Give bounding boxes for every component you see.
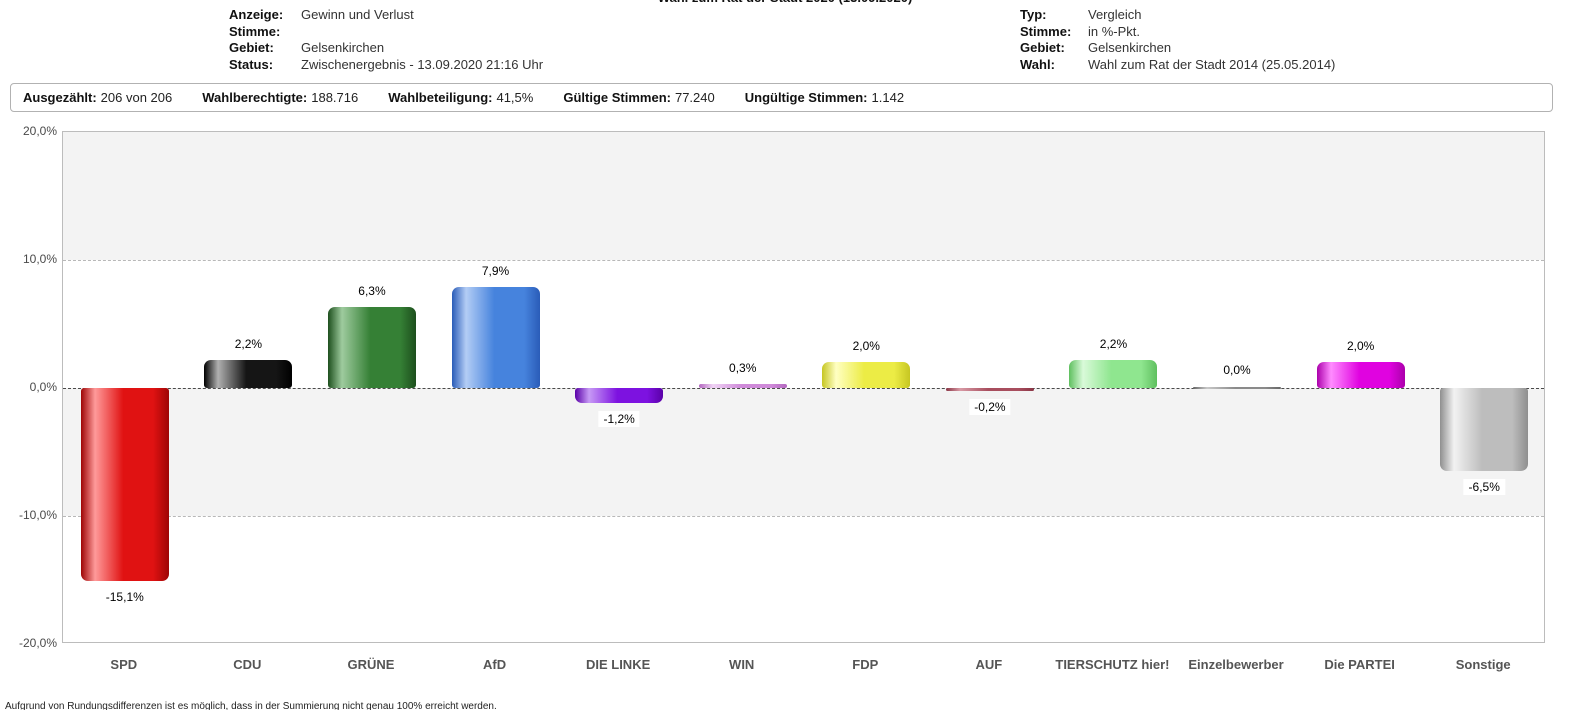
header-value: Gewinn und Verlust [301, 7, 414, 22]
x-axis-label-spd: SPD [110, 657, 138, 672]
plot-band [63, 388, 1544, 516]
bar-value-auf: -0,2% [969, 399, 1011, 415]
x-axis-label-tierschutz-hier: TIERSCHUTZ hier! [1055, 657, 1170, 672]
header-value: in %-Pkt. [1088, 23, 1141, 39]
bar-auf [946, 388, 1034, 391]
header-row-typ: Typ: Vergleich [1020, 7, 1335, 24]
stat-label: Wahlbeteiligung: [388, 90, 493, 105]
bar-win [699, 384, 787, 388]
bar-tierschutz-hier [1069, 360, 1157, 388]
gridline-10 [63, 260, 1544, 261]
bar-value-fdp: 2,0% [847, 338, 885, 354]
gridline--10 [63, 516, 1544, 517]
x-axis-label-sonstige: Sonstige [1455, 657, 1511, 672]
x-axis-label-gruene: GRÜNE [347, 657, 395, 672]
header-label: Status: [229, 56, 274, 72]
header-info-left: Anzeige: Gewinn und Verlust Stimme: Gebi… [229, 7, 543, 73]
stat-wahlbeteiligung: Wahlbeteiligung: 41,5% [388, 90, 533, 105]
bar-value-sonstige: -6,5% [1463, 479, 1505, 495]
bar-einzelbewerber [1193, 387, 1281, 389]
rounding-footnote: Aufgrund von Rundungsdifferenzen ist es … [5, 701, 497, 710]
x-axis-label-fdp: FDP [852, 657, 879, 672]
bar-value-die-partei: 2,0% [1341, 338, 1380, 354]
header-label: Gebiet: [1020, 40, 1065, 55]
stat-value: 1.142 [871, 90, 905, 105]
header-value: Zwischenergebnis - 13.09.2020 21:16 Uhr [301, 56, 544, 72]
bar-die-linke [575, 388, 663, 403]
header-label: Stimme: [229, 23, 281, 39]
bar-value-win: 0,3% [724, 360, 762, 376]
header-value: Wahl zum Rat der Stadt 2014 (25.05.2014) [1088, 56, 1336, 72]
header-row-anzeige: Anzeige: Gewinn und Verlust [229, 7, 543, 24]
stat-gueltige-stimmen: Gültige Stimmen: 77.240 [563, 90, 714, 105]
header-row-stimme: Stimme: in %-Pkt. [1020, 24, 1335, 41]
stat-label: Wahlberechtigte: [202, 90, 308, 105]
x-axis-label-die-linke: DIE LINKE [585, 657, 651, 672]
bar-spd [81, 388, 169, 581]
stat-label: Ungültige Stimmen: [744, 90, 868, 105]
header-label: Anzeige: [229, 7, 284, 22]
bar-sonstige [1440, 388, 1528, 471]
gridline-0 [63, 388, 1544, 389]
stat-value: 77.240 [674, 90, 715, 105]
stat-value: 188.716 [311, 90, 359, 105]
stat-wahlberechtigte: Wahlberechtigte: 188.716 [202, 90, 358, 105]
bar-value-gruene: 6,3% [353, 283, 391, 299]
header-label: Gebiet: [229, 40, 274, 55]
x-axis: SPD CDU GRÜNE AfD DIE LINKE WIN FDP AUF TIERSCHU… [62, 657, 1545, 697]
header-info-right: Typ: Vergleich Stimme: in %-Pkt. Gebiet:… [1020, 7, 1335, 73]
header-label: Stimme: [1020, 23, 1072, 39]
bar-value-afd: 7,9% [476, 263, 515, 279]
header-label: Wahl: [1020, 56, 1055, 72]
header-row-stimme: Stimme: [229, 24, 543, 41]
plot-area: -15,1% 2,2% 6,3% 7,9% -1,2% 0,3% 2,0% -0,2% 2,2%… [62, 131, 1545, 643]
bar-value-die-linke: -1,2% [598, 411, 640, 427]
stat-label: Gültige Stimmen: [563, 90, 671, 105]
page-title: Wahl zum Rat der Stadt 2020 (13.09.2020) [600, 0, 970, 5]
bar-value-tierschutz-hier: 2,2% [1094, 336, 1133, 352]
header-row-status: Status: Zwischenergebnis - 13.09.2020 21… [229, 57, 543, 74]
x-axis-label-afd: AfD [482, 657, 507, 672]
header-row-gebiet: Gebiet: Gelsenkirchen [229, 40, 543, 57]
header-value: Gelsenkirchen [1088, 40, 1172, 55]
stat-label: Ausgezählt: [23, 90, 97, 105]
header-row-gebiet: Gebiet: Gelsenkirchen [1020, 40, 1335, 57]
y-axis-tick-label: 10,0% [22, 252, 57, 266]
stat-value: 41,5% [496, 90, 534, 105]
y-axis-tick-label: -20,0% [18, 636, 57, 650]
header-value: Vergleich [1088, 7, 1142, 22]
header-row-wahl: Wahl: Wahl zum Rat der Stadt 2014 (25.05… [1020, 57, 1335, 74]
bar-afd [452, 287, 540, 388]
bar-value-spd: -15,1% [100, 589, 149, 605]
x-axis-label-auf: AUF [975, 657, 1003, 672]
bar-fdp [822, 362, 910, 388]
bar-cdu [204, 360, 292, 388]
x-axis-label-cdu: CDU [233, 657, 262, 672]
bar-value-cdu: 2,2% [229, 336, 268, 352]
stat-ausgezaehlt: Ausgezählt: 206 von 206 [23, 90, 172, 105]
header-label: Typ: [1020, 7, 1047, 22]
stat-ungueltige-stimmen: Ungültige Stimmen: 1.142 [745, 90, 904, 105]
y-axis-tick-label: 20,0% [22, 124, 57, 138]
y-axis-tick-label: -10,0% [18, 508, 57, 522]
bar-value-einzelbewerber: 0,0% [1218, 362, 1256, 378]
y-axis-tick-label: 0,0% [29, 380, 57, 394]
x-axis-label-die-partei: Die PARTEI [1324, 657, 1395, 672]
bar-gruene [328, 307, 416, 388]
header-value: Gelsenkirchen [301, 40, 385, 55]
stat-value: 206 von 206 [100, 90, 173, 105]
x-axis-label-win: WIN [729, 657, 755, 672]
plot-band [63, 132, 1544, 260]
x-axis-label-einzelbewerber: Einzelbewerber [1188, 657, 1284, 672]
stats-bar: Ausgezählt: 206 von 206 Wahlberechtigte: 1… [10, 83, 1553, 112]
bar-die-partei [1317, 362, 1405, 388]
